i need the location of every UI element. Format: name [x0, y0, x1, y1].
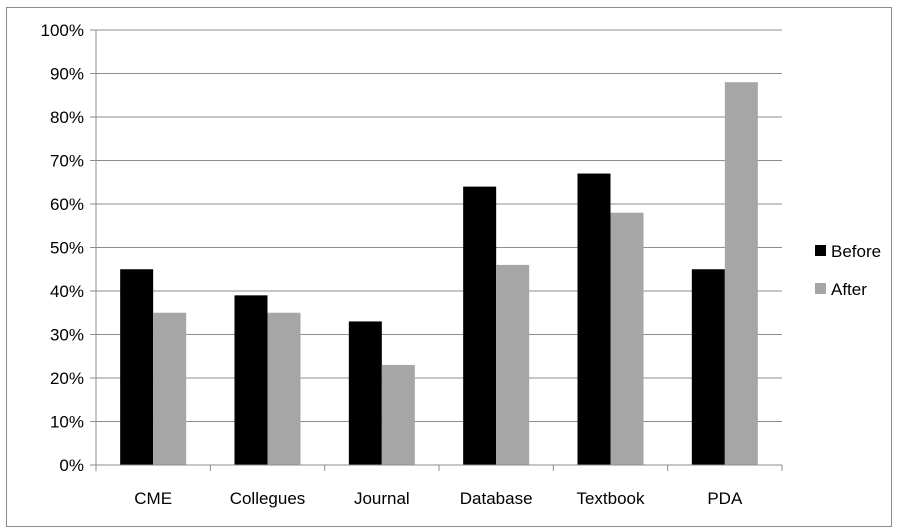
x-tick-label: CME	[134, 489, 172, 508]
tick-labels: 0% 10% 20% 30% 40% 50% 60% 70% 80% 90% 100% CME Coll…	[41, 21, 743, 508]
y-tick-label: 50%	[50, 239, 84, 258]
x-tick-label: Collegues	[230, 489, 306, 508]
y-tick-label: 0%	[59, 456, 84, 475]
legend-swatch-before	[815, 245, 826, 256]
bar-before-journal	[348, 321, 382, 465]
legend: Before After	[815, 242, 881, 299]
y-tick-label: 80%	[50, 108, 84, 127]
bar-before-database	[463, 186, 497, 465]
bar-after-textbook	[610, 212, 644, 465]
bar-before-pda	[691, 269, 725, 465]
y-tick-label: 100%	[41, 21, 84, 40]
y-tick-label: 90%	[50, 65, 84, 84]
bar-after-database	[496, 264, 530, 465]
y-tick-label: 10%	[50, 413, 84, 432]
x-tick-label: Textbook	[576, 489, 645, 508]
y-tick-label: 20%	[50, 369, 84, 388]
bar-before-cme	[120, 269, 154, 465]
x-tick-label: Database	[460, 489, 533, 508]
gridlines	[96, 29, 782, 422]
bar-before-collegues	[234, 295, 268, 465]
legend-label-before: Before	[831, 242, 881, 261]
bar-after-pda	[724, 82, 758, 465]
bar-after-journal	[381, 364, 415, 465]
bar-before-textbook	[577, 173, 611, 466]
legend-swatch-after	[815, 283, 826, 294]
y-tick-label: 70%	[50, 152, 84, 171]
y-tick-label: 30%	[50, 326, 84, 345]
y-tick-label: 60%	[50, 195, 84, 214]
x-tick-label: Journal	[354, 489, 410, 508]
bar-after-cme	[153, 312, 187, 465]
bars	[120, 82, 758, 466]
y-tick-label: 40%	[50, 282, 84, 301]
legend-label-after: After	[831, 280, 867, 299]
axes	[90, 29, 783, 471]
x-tick-label: PDA	[707, 489, 743, 508]
bar-after-collegues	[267, 312, 301, 465]
